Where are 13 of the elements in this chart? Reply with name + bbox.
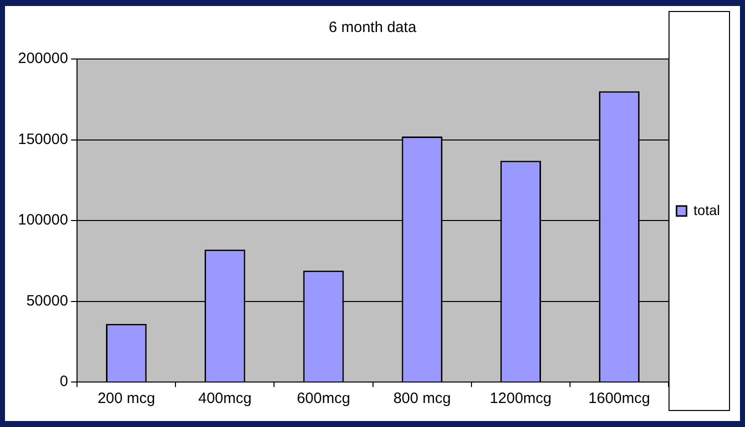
x-tick-label: 600mcg: [296, 390, 350, 408]
y-tick-label: 200000: [18, 50, 68, 68]
chart-title: 6 month data: [328, 19, 417, 36]
y-tick-label: 150000: [18, 130, 68, 148]
x-tick-label: 1200mcg: [490, 390, 552, 408]
y-tick-label: 100000: [18, 212, 68, 229]
x-tick-label: 800 mcg: [393, 390, 451, 408]
x-tick-label: 400mcg: [198, 390, 252, 408]
y-tick-label: 0: [60, 373, 68, 390]
x-tick-label: 1600mcg: [588, 390, 650, 408]
legend-label: total: [694, 202, 720, 218]
y-tick-label: 50000: [26, 292, 68, 310]
x-tick-label: 200 mcg: [98, 390, 156, 408]
